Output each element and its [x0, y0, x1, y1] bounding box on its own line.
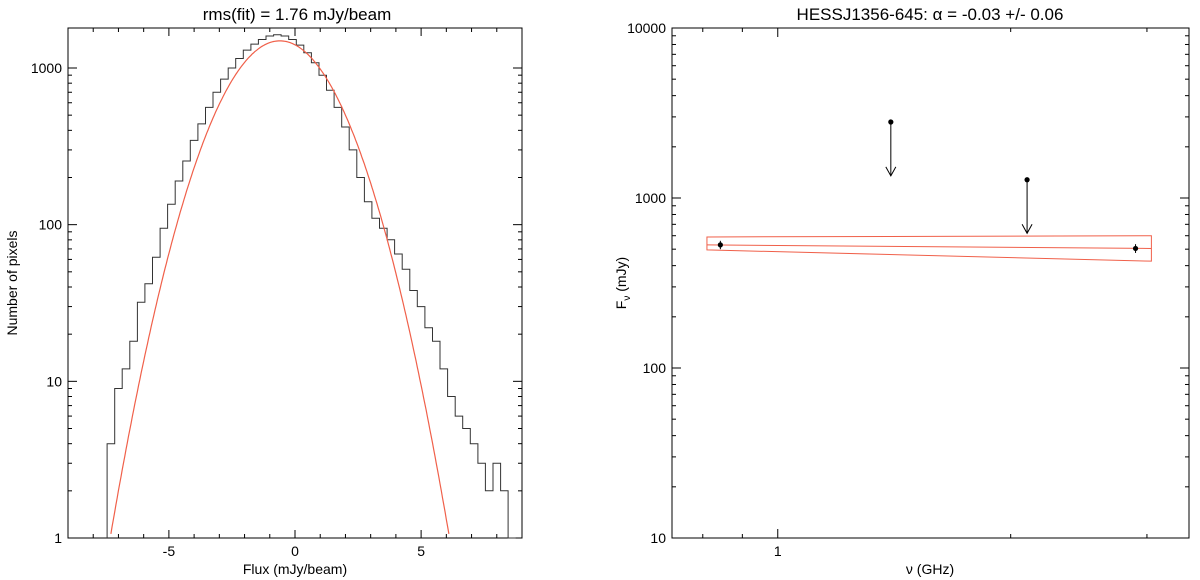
left-y-tick-label: 10 [46, 373, 62, 389]
upper-limit-arrow-head [1021, 224, 1033, 235]
data-point [1132, 245, 1139, 252]
right-chart-title: HESSJ1356-645: α = -0.03 +/- 0.06 [797, 5, 1064, 24]
histogram-step-line [106, 34, 516, 539]
left-x-axis-label: Flux (mJy/beam) [243, 561, 347, 577]
right-y-axis-label: Fν (mJy) [613, 257, 633, 309]
right-plot-frame [671, 27, 1190, 539]
right-y-axis-label-unit: (mJy) [613, 257, 629, 296]
left-y-tick-label: 1 [54, 530, 62, 546]
left-x-tick-label: 5 [417, 543, 425, 559]
left-x-tick-label: 0 [291, 543, 299, 559]
fit-line [706, 244, 1152, 249]
data-point [717, 242, 723, 248]
right-x-tick-label: 1 [774, 543, 782, 559]
right-x-axis-label: ν (GHz) [906, 561, 954, 577]
upper-limit-arrow-head [885, 166, 897, 177]
right-y-tick-label: 10 [650, 530, 666, 546]
fit-band-outline [706, 235, 1152, 262]
left-y-tick-label: 1000 [31, 60, 62, 76]
histogram-panel: rms(fit) = 1.76 mJy/beam -5 0 51101001000 … [4, 5, 523, 577]
right-y-tick-label: 100 [643, 360, 667, 376]
right-y-axis-label-subscript: ν [622, 296, 633, 301]
right-y-axis-label-main: F [613, 301, 629, 310]
left-plot-frame [67, 27, 523, 539]
left-y-axis-label: Number of pixels [4, 230, 20, 335]
left-plot-marks: -5 0 5 1 10 100 1000 [31, 28, 523, 559]
gaussian-fit-curve [110, 40, 450, 535]
left-y-tick-label: 100 [39, 217, 63, 233]
left-chart-title: rms(fit) = 1.76 mJy/beam [203, 5, 391, 24]
left-x-tick-label: -5 [163, 543, 176, 559]
right-y-tick-label: 10000 [627, 20, 666, 36]
upper-limit-point [1024, 177, 1030, 183]
right-plot-marks: 1 10 100 1000 10000 [627, 20, 1189, 559]
right-y-tick-label: 1000 [635, 190, 666, 206]
spectrum-panel: HESSJ1356-645: α = -0.03 +/- 0.06 1 10 100… [613, 5, 1190, 577]
